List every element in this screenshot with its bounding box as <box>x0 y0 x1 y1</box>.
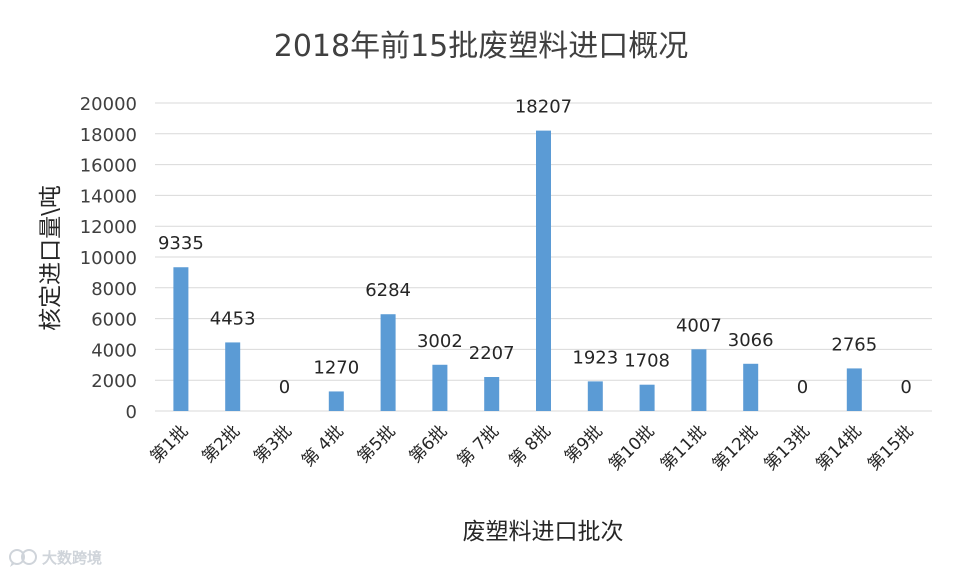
speech-bubble-icon <box>8 548 38 568</box>
y-tick-label: 20000 <box>80 94 137 115</box>
data-labels: 9335 4453 0 1270 6284 3002 2207 18207 1923 1708 40… <box>158 97 912 398</box>
y-axis-label: 核定进口量\吨 <box>38 185 64 331</box>
data-label: 1270 <box>313 357 359 378</box>
bar <box>225 342 241 411</box>
x-tick-label: 第12批 <box>709 421 762 474</box>
bar <box>484 377 500 411</box>
data-label: 18207 <box>515 97 572 118</box>
y-tick-label: 6000 <box>91 310 137 331</box>
x-tick-label: 第1批 <box>147 421 193 467</box>
y-tick-label: 0 <box>126 402 137 423</box>
y-tick-label: 8000 <box>91 279 137 300</box>
bar <box>587 381 603 411</box>
x-tick-label: 第15批 <box>864 421 917 474</box>
data-label: 1923 <box>572 347 618 368</box>
bar <box>173 267 189 411</box>
x-tick-label: 第 7批 <box>454 421 504 471</box>
watermark-text: 大数跨境 <box>42 549 103 567</box>
y-tick-label: 10000 <box>80 248 137 269</box>
y-tick-label: 14000 <box>80 186 137 207</box>
x-tick-label: 第10批 <box>605 421 658 474</box>
x-tick-label: 第2批 <box>198 421 244 467</box>
data-label: 4007 <box>676 315 722 336</box>
y-tick-label: 12000 <box>80 217 137 238</box>
x-axis-label: 废塑料进口批次 <box>463 519 624 545</box>
data-label: 0 <box>797 377 808 398</box>
x-axis-ticks: 第1批 第2批 第3批第 4批 第5批 第6批第 7批第 8批 第9批第10批第11批第1… <box>147 421 918 474</box>
y-tick-label: 18000 <box>80 125 137 146</box>
data-label: 6284 <box>365 280 411 301</box>
bars <box>173 130 862 412</box>
bar <box>846 368 862 411</box>
x-tick-label: 第6批 <box>406 421 452 467</box>
y-tick-label: 16000 <box>80 156 137 177</box>
x-tick-label: 第 4批 <box>298 421 348 471</box>
y-tick-label: 2000 <box>91 371 137 392</box>
data-label: 0 <box>279 377 290 398</box>
bar <box>536 130 551 412</box>
chart-title: 2018年前15批废塑料进口概况 <box>274 29 689 64</box>
watermark: 大数跨境 <box>8 547 102 568</box>
y-tick-label: 4000 <box>91 340 137 361</box>
x-tick-label: 第14批 <box>812 421 865 474</box>
data-label: 3066 <box>728 330 774 351</box>
data-label: 0 <box>900 377 911 398</box>
data-label: 1708 <box>624 351 670 372</box>
data-label: 3002 <box>417 331 463 352</box>
data-label: 2765 <box>831 334 877 355</box>
x-tick-label: 第5批 <box>354 421 400 467</box>
bar <box>328 391 344 411</box>
x-tick-label: 第 8批 <box>505 421 555 471</box>
bar <box>380 314 396 411</box>
x-tick-label: 第13批 <box>761 421 814 474</box>
x-tick-label: 第11批 <box>657 421 710 474</box>
bar <box>743 363 759 411</box>
x-tick-label: 第3批 <box>250 421 296 467</box>
bar <box>639 384 655 411</box>
y-axis-ticks: 0 2000 4000 6000 8000 10000 12000 14000 16000 180… <box>80 94 137 423</box>
data-label: 9335 <box>158 233 204 254</box>
bar <box>691 349 707 411</box>
bar <box>432 364 448 411</box>
x-tick-label: 第9批 <box>561 421 607 467</box>
data-label: 2207 <box>469 343 515 364</box>
data-label: 4453 <box>210 308 256 329</box>
